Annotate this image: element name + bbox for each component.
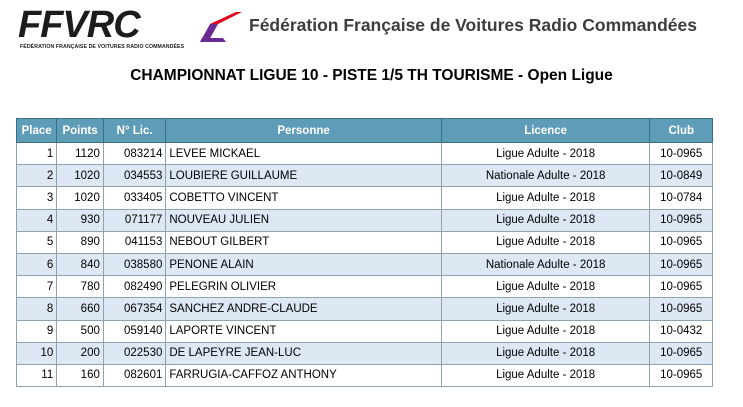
licence-cell: Nationale Adulte - 2018 xyxy=(440,252,651,277)
licence-number-cell: 038580 xyxy=(102,252,167,277)
place-cell: 7 xyxy=(15,275,58,299)
points-cell: 840 xyxy=(56,252,104,277)
table-row: 6 840 038580 PENONE ALAIN Nationale Adulte -… xyxy=(15,252,713,277)
person-cell: LAPORTE VINCENT xyxy=(165,319,442,343)
points-cell: 500 xyxy=(56,319,104,343)
place-cell: 11 xyxy=(15,363,58,388)
person-cell: PELEGRIN OLIVIER xyxy=(165,275,442,299)
table-row: 7 780 082490 PELEGRIN OLIVIER Ligue Adulte -… xyxy=(15,275,713,299)
licence-number-cell: 082490 xyxy=(102,275,167,299)
column-header-licence-number: N° Lic. xyxy=(102,118,167,143)
column-header-club: Club xyxy=(649,118,713,143)
licence-cell: Ligue Adulte - 2018 xyxy=(440,230,651,254)
licence-number-cell: 059140 xyxy=(102,319,167,343)
licence-cell: Ligue Adulte - 2018 xyxy=(440,208,651,232)
table-row: 9 500 059140 LAPORTE VINCENT Ligue Adulte - … xyxy=(15,319,713,343)
table-header: Place Points N° Lic. Personne Licence Cl… xyxy=(15,118,713,143)
club-cell: 10-0965 xyxy=(649,252,713,277)
points-cell: 200 xyxy=(56,341,104,365)
page-title: CHAMPIONNAT LIGUE 10 - PISTE 1/5 TH TOUR… xyxy=(130,67,613,84)
place-cell: 1 xyxy=(15,141,58,166)
place-cell: 2 xyxy=(15,164,58,188)
table-row: 11 160 082601 FARRUGIA-CAFFOZ ANTHONY Ligue … xyxy=(15,363,713,388)
licence-cell: Ligue Adulte - 2018 xyxy=(440,275,651,299)
person-cell: PENONE ALAIN xyxy=(165,252,442,277)
person-cell: FARRUGIA-CAFFOZ ANTHONY xyxy=(165,363,442,388)
logo-swoosh-icon xyxy=(200,12,242,42)
table-row: 4 930 071177 NOUVEAU JULIEN Ligue Adulte - 2… xyxy=(15,208,713,232)
table-row: 5 890 041153 NEBOUT GILBERT Ligue Adulte - 2… xyxy=(15,230,713,254)
person-cell: DE LAPEYRE JEAN-LUC xyxy=(165,341,442,365)
person-cell: SANCHEZ ANDRE-CLAUDE xyxy=(165,297,442,321)
club-cell: 10-0965 xyxy=(649,341,713,365)
club-cell: 10-0965 xyxy=(649,230,713,254)
club-cell: 10-0965 xyxy=(649,363,713,388)
licence-number-cell: 071177 xyxy=(102,208,167,232)
licence-number-cell: 083214 xyxy=(102,141,167,166)
club-cell: 10-0965 xyxy=(649,208,713,232)
licence-number-cell: 034553 xyxy=(102,164,167,188)
place-cell: 5 xyxy=(15,230,58,254)
licence-cell: Nationale Adulte - 2018 xyxy=(440,164,651,188)
points-cell: 1120 xyxy=(56,141,104,166)
table-row: 2 1020 034553 LOUBIERE GUILLAUME Nationale A… xyxy=(15,164,713,188)
licence-number-cell: 033405 xyxy=(102,186,167,210)
table-row: 3 1020 033405 COBETTO VINCENT Ligue Adulte -… xyxy=(15,186,713,210)
club-cell: 10-0965 xyxy=(649,275,713,299)
club-cell: 10-0965 xyxy=(649,297,713,321)
licence-number-cell: 082601 xyxy=(102,363,167,388)
column-header-licence: Licence xyxy=(440,118,651,143)
ffvrc-logo: FFVRC FÉDÉRATION FRANÇAISE DE VOITURES R… xyxy=(18,6,246,52)
licence-cell: Ligue Adulte - 2018 xyxy=(440,186,651,210)
column-header-place: Place xyxy=(15,118,58,143)
points-cell: 1020 xyxy=(56,186,104,210)
licence-cell: Ligue Adulte - 2018 xyxy=(440,363,651,388)
points-cell: 1020 xyxy=(56,164,104,188)
licence-number-cell: 041153 xyxy=(102,230,167,254)
table-row: 10 200 022530 DE LAPEYRE JEAN-LUC Ligue Adul… xyxy=(15,341,713,365)
person-cell: COBETTO VINCENT xyxy=(165,186,442,210)
organization-name: Fédération Française de Voitures Radio C… xyxy=(249,15,697,35)
licence-number-cell: 022530 xyxy=(102,341,167,365)
person-cell: LOUBIERE GUILLAUME xyxy=(165,164,442,188)
club-cell: 10-0784 xyxy=(649,186,713,210)
column-header-points: Points xyxy=(56,118,104,143)
person-cell: LEVEE MICKAEL xyxy=(165,141,442,166)
place-cell: 8 xyxy=(15,297,58,321)
table-row: 8 660 067354 SANCHEZ ANDRE-CLAUDE Ligue Adul… xyxy=(15,297,713,321)
points-cell: 660 xyxy=(56,297,104,321)
licence-cell: Ligue Adulte - 2018 xyxy=(440,341,651,365)
place-cell: 9 xyxy=(15,319,58,343)
club-cell: 10-0849 xyxy=(649,164,713,188)
place-cell: 4 xyxy=(15,208,58,232)
column-header-person: Personne xyxy=(165,118,442,143)
results-table: Place Points N° Lic. Personne Licence Cl… xyxy=(15,118,713,388)
points-cell: 780 xyxy=(56,275,104,299)
club-cell: 10-0965 xyxy=(649,141,713,166)
place-cell: 6 xyxy=(15,252,58,277)
points-cell: 930 xyxy=(56,208,104,232)
logo-wordmark: FFVRC xyxy=(18,4,141,46)
club-cell: 10-0432 xyxy=(649,319,713,343)
licence-cell: Ligue Adulte - 2018 xyxy=(440,141,651,166)
header-row: Place Points N° Lic. Personne Licence Cl… xyxy=(15,118,713,143)
points-cell: 890 xyxy=(56,230,104,254)
table-body: 1 1120 083214 LEVEE MICKAEL Ligue Adulte - 2… xyxy=(15,141,713,388)
person-cell: NOUVEAU JULIEN xyxy=(165,208,442,232)
logo-subtitle: FÉDÉRATION FRANÇAISE DE VOITURES RADIO C… xyxy=(20,44,185,50)
points-cell: 160 xyxy=(56,363,104,388)
place-cell: 3 xyxy=(15,186,58,210)
table-row: 1 1120 083214 LEVEE MICKAEL Ligue Adulte - 2… xyxy=(15,141,713,166)
licence-cell: Ligue Adulte - 2018 xyxy=(440,297,651,321)
place-cell: 10 xyxy=(15,341,58,365)
person-cell: NEBOUT GILBERT xyxy=(165,230,442,254)
licence-number-cell: 067354 xyxy=(102,297,167,321)
licence-cell: Ligue Adulte - 2018 xyxy=(440,319,651,343)
